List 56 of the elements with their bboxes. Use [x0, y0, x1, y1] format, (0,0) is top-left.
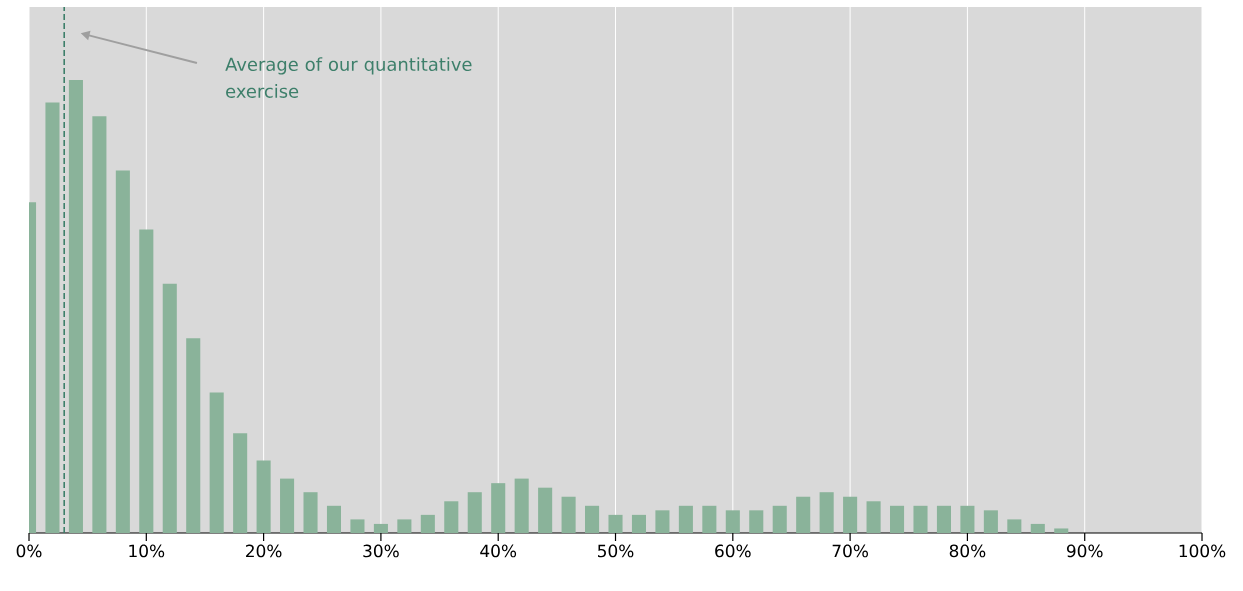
bar — [749, 510, 764, 533]
bar — [186, 338, 201, 533]
bar — [420, 514, 435, 533]
bar — [889, 505, 905, 533]
bar — [115, 170, 130, 533]
bar — [233, 433, 248, 533]
ref-line-label: Average of our quantitative exercise — [225, 57, 472, 98]
x-tick-label: 20% — [246, 544, 282, 558]
bar — [303, 492, 318, 533]
bar — [373, 523, 388, 533]
x-tick-label: 0% — [16, 544, 42, 558]
x-tick-label: 60% — [715, 544, 751, 558]
bar — [561, 496, 576, 533]
bar — [678, 505, 693, 533]
bar — [796, 496, 811, 533]
bar — [608, 514, 623, 533]
bar — [162, 283, 177, 533]
bar — [1007, 519, 1022, 533]
x-tick-label: 40% — [480, 544, 517, 558]
bar — [350, 519, 365, 533]
x-tick-label: 90% — [1066, 544, 1103, 558]
bar — [983, 510, 998, 533]
bar — [514, 478, 529, 533]
x-tick-label: 30% — [363, 544, 399, 558]
bar — [702, 505, 717, 533]
bar — [280, 478, 295, 533]
bar — [45, 102, 60, 533]
bar — [772, 505, 787, 533]
bar — [538, 487, 553, 533]
x-tick-label: 10% — [129, 544, 165, 558]
bar — [467, 492, 482, 533]
bar — [631, 514, 647, 533]
bar — [397, 519, 412, 533]
bar — [913, 505, 928, 533]
x-tick-label: 80% — [949, 544, 986, 558]
bar — [1030, 523, 1045, 533]
bar — [68, 79, 83, 533]
bar — [819, 492, 834, 533]
bar — [491, 483, 506, 533]
bar — [655, 510, 670, 533]
x-tick-label: 70% — [832, 544, 868, 558]
bar — [1054, 528, 1069, 533]
bar — [960, 505, 975, 533]
bar — [256, 460, 271, 533]
bar — [866, 501, 881, 533]
bar — [139, 229, 154, 533]
bar — [326, 505, 342, 533]
bar — [92, 116, 107, 533]
x-tick-label: 50% — [598, 544, 634, 558]
bar — [209, 392, 224, 533]
bar — [725, 510, 740, 533]
bar — [585, 505, 600, 533]
x-tick-label: 100% — [1179, 544, 1226, 558]
bar — [843, 496, 858, 533]
bar — [444, 501, 459, 533]
bar — [936, 505, 951, 533]
